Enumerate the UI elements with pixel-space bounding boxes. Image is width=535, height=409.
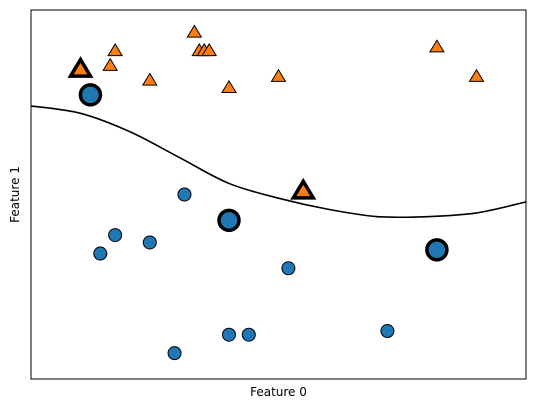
class-1-point xyxy=(107,42,124,57)
plot-frame xyxy=(30,9,527,380)
support-vector-circle xyxy=(425,238,449,262)
y-axis-label: Feature 1 xyxy=(8,166,22,223)
class-0-point xyxy=(167,346,182,361)
class-1-point xyxy=(141,72,158,86)
class-1-point xyxy=(186,24,203,38)
decision-boundary-line xyxy=(30,105,527,219)
class-1-point xyxy=(221,79,237,93)
class-0-point xyxy=(380,324,395,339)
class-1-point xyxy=(201,42,218,57)
class-0-point xyxy=(108,228,123,243)
class-0-point xyxy=(142,235,157,250)
support-vector-circle xyxy=(217,208,241,233)
class-1-point xyxy=(429,39,445,53)
class-0-point xyxy=(93,246,108,261)
class-1-point xyxy=(468,68,485,82)
support-vector-triangle xyxy=(67,56,94,78)
class-0-point xyxy=(222,327,236,342)
class-0-point xyxy=(241,327,256,342)
class-0-point xyxy=(281,261,296,276)
class-1-point xyxy=(102,57,119,71)
decision-boundary-layer xyxy=(30,105,527,219)
class-0-point xyxy=(177,187,192,202)
class-1-point xyxy=(270,68,287,82)
x-axis-label: Feature 0 xyxy=(250,385,307,399)
support-vector-circle xyxy=(78,83,103,107)
points-layer xyxy=(67,24,485,361)
support-vector-triangle xyxy=(290,177,317,200)
